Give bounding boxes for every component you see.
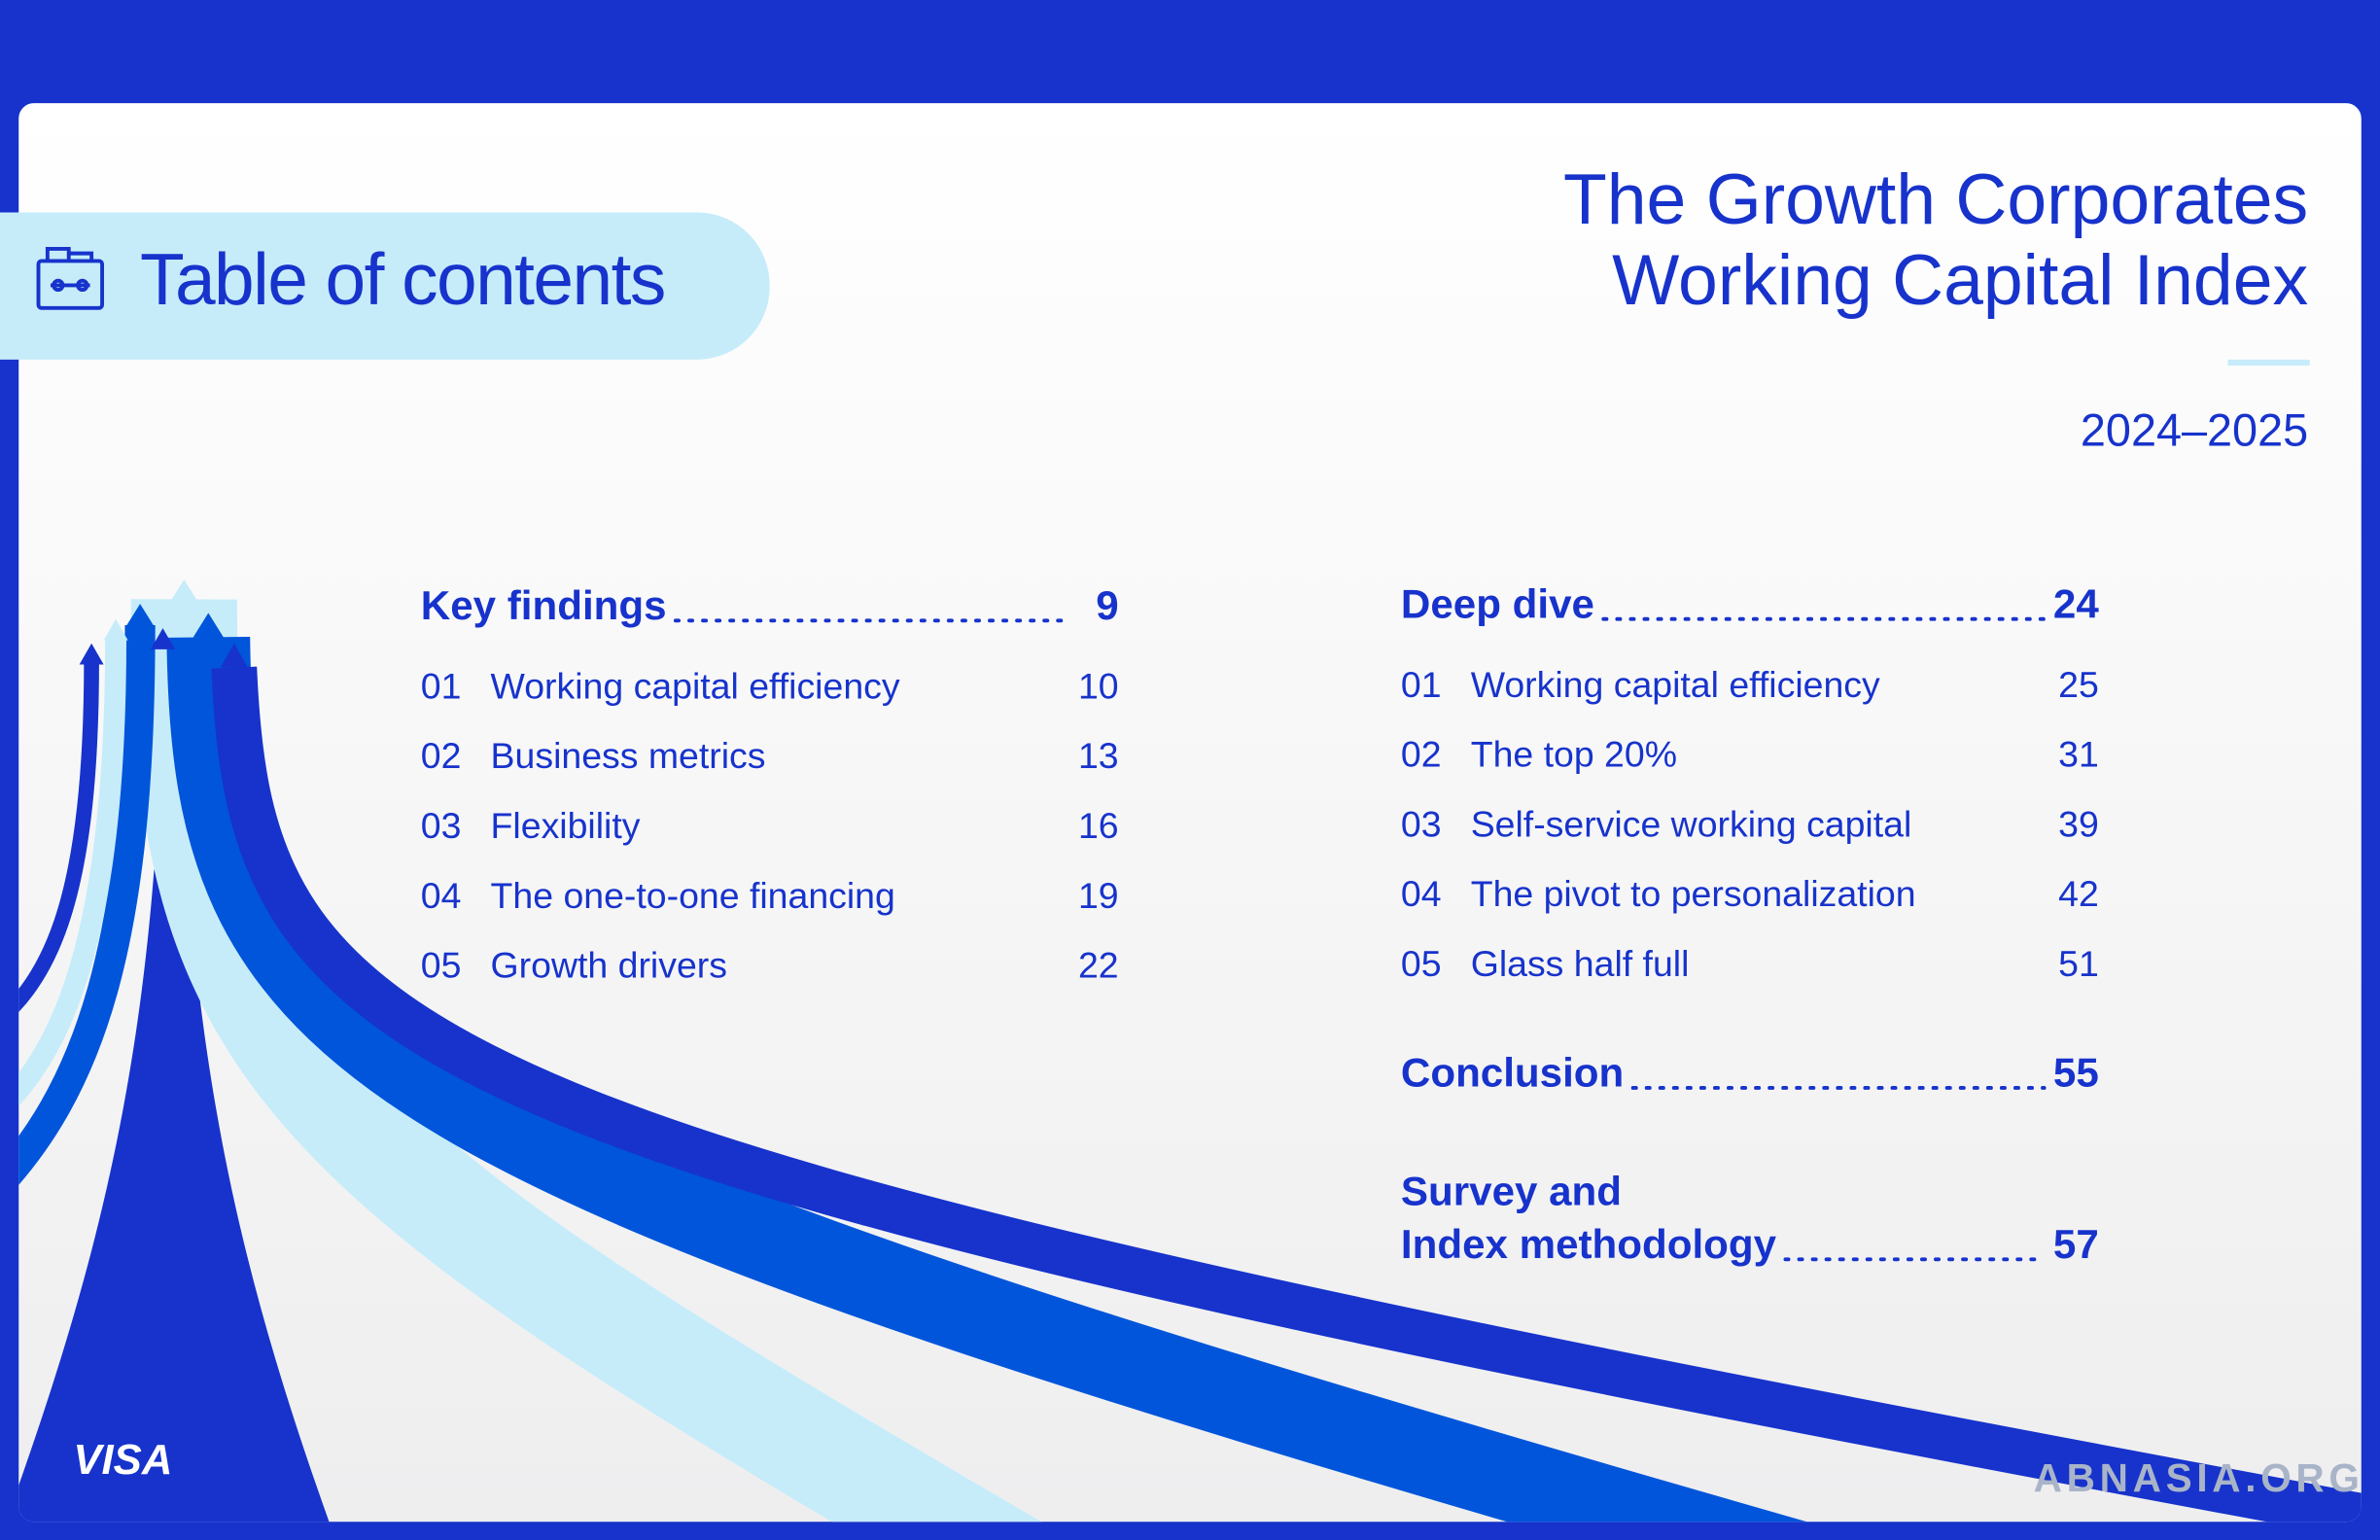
item-number: 04	[421, 875, 462, 916]
item-label: Working capital efficiency	[1471, 664, 1880, 705]
item-label: The top 20%	[1471, 734, 1677, 775]
item-page: 22	[1078, 945, 1119, 986]
item-page: 31	[2058, 734, 2099, 775]
section-title: Conclusion	[1401, 1050, 1624, 1096]
item-label: The pivot to personalization	[1471, 873, 1916, 914]
item-label: Working capital efficiency	[491, 665, 900, 706]
section-page: 24	[2053, 580, 2099, 626]
item-number: 02	[1401, 734, 1442, 775]
item-label: Glass half full	[1471, 943, 1690, 984]
item-label: Flexibility	[491, 805, 641, 846]
toc-pill	[0, 212, 770, 360]
toc-icon	[36, 246, 105, 310]
item-number: 05	[421, 945, 462, 986]
item-number: 03	[1401, 803, 1442, 844]
item-page: 25	[2058, 664, 2099, 705]
item-number: 01	[421, 665, 462, 706]
item-page: 51	[2058, 943, 2099, 984]
section-title: Key findings	[421, 582, 667, 628]
item-label: Growth drivers	[491, 945, 727, 986]
arrows-art	[18, 579, 2362, 1522]
section-page: 9	[1096, 582, 1118, 628]
item-number: 03	[421, 805, 462, 846]
years: 2024–2025	[2081, 405, 2308, 456]
item-page: 42	[2058, 873, 2099, 914]
section-page: 55	[2053, 1050, 2099, 1096]
report-title: The Growth Corporates	[1563, 159, 2308, 239]
item-number: 05	[1401, 943, 1442, 984]
section-page: 57	[2053, 1221, 2099, 1267]
item-page: 13	[1078, 735, 1119, 776]
item-label: Business metrics	[491, 735, 766, 776]
item-number: 01	[1401, 664, 1442, 705]
watermark: ABNASIA.ORG	[2034, 1455, 2364, 1500]
section-title: Survey and	[1401, 1168, 1622, 1213]
logo: VISA	[73, 1436, 172, 1484]
item-page: 39	[2058, 803, 2099, 844]
item-label: The one-to-one financing	[491, 875, 895, 916]
report-title: Working Capital Index	[1612, 240, 2308, 320]
item-label: Self-service working capital	[1471, 803, 1912, 844]
section-title: Deep dive	[1401, 580, 1594, 626]
item-page: 10	[1078, 665, 1119, 706]
item-page: 16	[1078, 805, 1119, 846]
item-page: 19	[1078, 875, 1119, 916]
item-number: 02	[421, 735, 462, 776]
section-title: Index methodology	[1401, 1221, 1777, 1267]
item-number: 04	[1401, 873, 1442, 914]
toc-label: Table of contents	[140, 238, 665, 320]
